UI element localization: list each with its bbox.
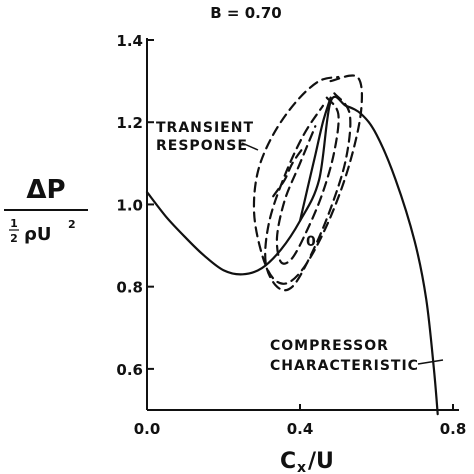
y-label-half-num: 1 [10,217,18,230]
annotation-transient-leader [241,142,259,151]
transient-response-line [272,145,305,198]
annotation-compressor-leader [417,359,444,365]
x-label-c: C [280,449,296,474]
transient-response-line [252,74,364,285]
x-tick-label: 0.0 [134,420,161,438]
x-label-tail: /U [308,449,334,474]
y-tick-label: 1.4 [116,32,143,50]
annotation-response: RESPONSE [156,138,248,154]
chart-title: B = 0.70 [210,4,281,22]
x-ticks: 0.0 0.4 0.8 [134,404,467,438]
y-tick-label: 0.8 [116,279,143,297]
y-label-exponent: 2 [68,218,76,231]
y-label-rho-u: ρU [24,224,52,245]
compressor-characteristic-line [298,96,332,222]
y-axis-label: ΔP 1 2 ρU 2 [4,175,88,245]
y-label-half-den: 2 [10,232,18,245]
compressor-characteristic-line [145,95,439,416]
annotation-characteristic: CHARACTERISTIC [270,358,419,374]
x-axis-label: C x /U [280,449,334,474]
y-label-numerator: ΔP [26,175,65,205]
y-tick-label: 0.6 [116,361,143,379]
y-tick-label: 1.0 [116,196,143,214]
transient-response-line [275,96,340,265]
y-tick-label: 1.2 [116,114,143,132]
series-group [145,74,439,416]
y-ticks: 0.6 0.8 1.0 1.2 1.4 [116,32,154,379]
annotation-compressor: COMPRESSOR [270,338,389,354]
x-tick-label: 0.4 [287,420,314,438]
point-zero-label: 0 [306,234,317,250]
x-tick-label: 0.8 [440,420,467,438]
axes [146,38,459,411]
annotation-transient: TRANSIENT [156,120,254,136]
transient-response-line [264,92,352,292]
x-label-sub: x [297,460,306,474]
